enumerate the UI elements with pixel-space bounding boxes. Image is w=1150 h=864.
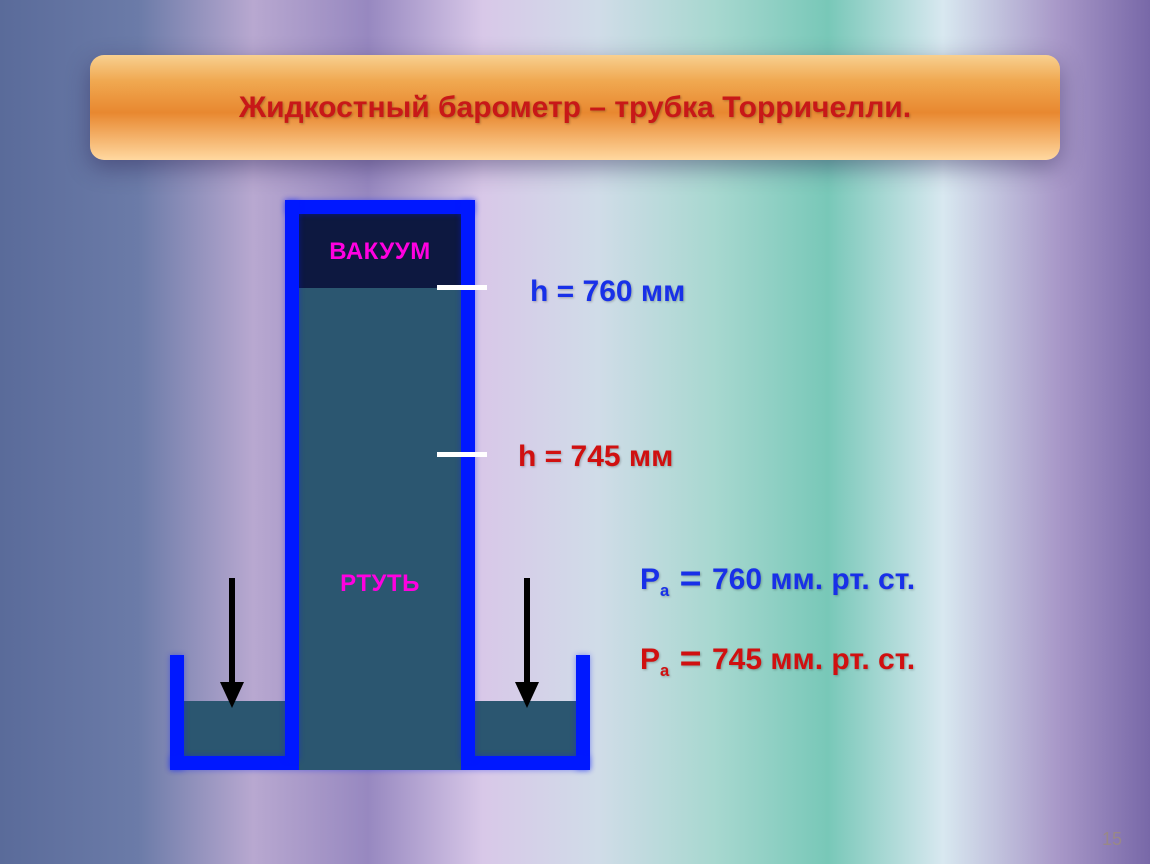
equals-sign: = — [669, 637, 712, 679]
tick-760 — [437, 285, 487, 290]
barometer-diagram: ВАКУУМ РТУТЬ — [170, 200, 590, 770]
h-745-label: h = 745 мм — [518, 440, 673, 474]
arrow-shaft — [229, 578, 235, 688]
title-text: Жидкостный барометр – трубка Торричелли. — [239, 88, 911, 127]
p-symbol: P — [640, 563, 660, 596]
p-subscript: а — [660, 582, 669, 600]
p-symbol: P — [640, 643, 660, 676]
mercury-label: РТУТЬ — [299, 570, 461, 598]
reservoir-wall-left — [170, 655, 184, 770]
tube-wall-left — [285, 200, 299, 760]
p-subscript: а — [660, 662, 669, 680]
pressure-745-label: Pа = 745 мм. рт. ст. — [640, 635, 915, 681]
tube-mercury-column — [299, 288, 461, 770]
h-760-label: h = 760 мм — [530, 275, 685, 309]
equals-sign: = — [669, 557, 712, 599]
arrow-shaft — [524, 578, 530, 688]
tube-wall-top — [285, 200, 475, 214]
pressure-760-label: Pа = 760 мм. рт. ст. — [640, 555, 915, 601]
pressure-arrow-right — [515, 578, 539, 708]
p-value: 760 мм. рт. ст. — [712, 563, 915, 596]
tick-745 — [437, 452, 487, 457]
title-bar: Жидкостный барометр – трубка Торричелли. — [90, 55, 1060, 160]
vacuum-label: ВАКУУМ — [299, 238, 461, 266]
arrow-head-icon — [220, 682, 244, 708]
page-number: 15 — [1102, 829, 1122, 850]
pressure-arrow-left — [220, 578, 244, 708]
p-value: 745 мм. рт. ст. — [712, 643, 915, 676]
reservoir-wall-right — [576, 655, 590, 770]
tube-wall-right — [461, 200, 475, 760]
tube: ВАКУУМ РТУТЬ — [285, 200, 475, 770]
arrow-head-icon — [515, 682, 539, 708]
